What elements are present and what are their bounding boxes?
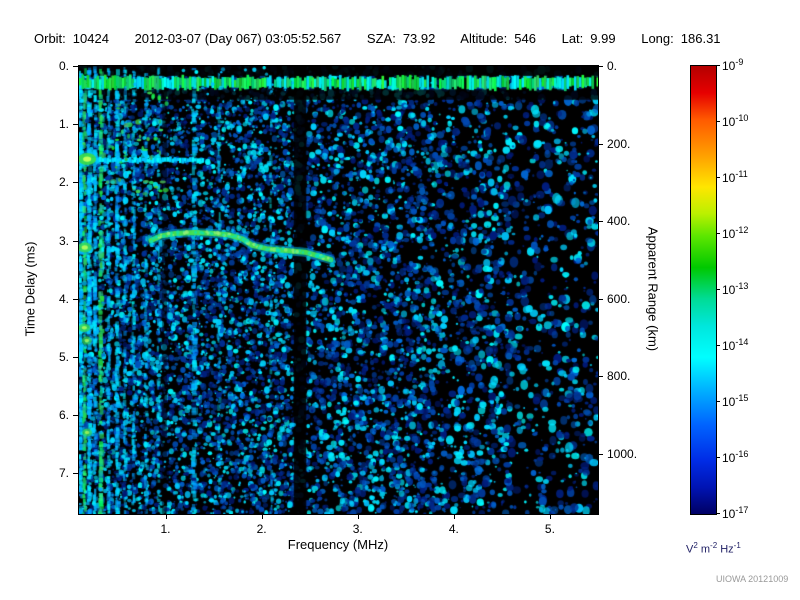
y-tick-mark bbox=[73, 66, 78, 67]
x-tick-mark bbox=[261, 514, 263, 519]
x-tick-mark bbox=[165, 514, 167, 519]
y-tick-mark bbox=[73, 298, 78, 300]
altitude-value: 546 bbox=[514, 31, 536, 46]
y-tick-label: 6. bbox=[58, 408, 69, 423]
colorbar-tick-label: 10-12 bbox=[722, 225, 749, 241]
y-tick-mark bbox=[73, 415, 78, 417]
colorbar-labels: 10-9 10-10 10-11 10-12 10-13 10-14 10-15 10-16 1… bbox=[716, 57, 782, 521]
y-tick-mark bbox=[73, 124, 78, 126]
sza-value: 73.92 bbox=[402, 31, 436, 46]
range-tick-mark bbox=[598, 143, 603, 145]
long-label: Long: bbox=[641, 31, 674, 46]
spectrogram-plot: 1. 2. 3. 4. 5. 0. 1. 2. 3. 4. 5. 6. 7. 0. 200. 400. 600.… bbox=[59, 59, 637, 536]
colorbar-tick-label: 10-11 bbox=[722, 169, 748, 185]
range-tick-mark bbox=[598, 376, 603, 378]
x-tick-mark bbox=[549, 514, 551, 519]
range-tick-mark bbox=[598, 298, 603, 300]
colorbar-tick-mark bbox=[716, 65, 720, 66]
x-tick-mark bbox=[453, 514, 455, 519]
colorbar-tick-label: 10-9 bbox=[722, 57, 744, 73]
long-value: 186.31 bbox=[680, 31, 721, 46]
sza-label: SZA: bbox=[366, 31, 396, 46]
range-tick-label: 0. bbox=[607, 59, 618, 73]
lat-label: Lat: bbox=[561, 31, 584, 46]
lat-value: 9.99 bbox=[590, 31, 616, 46]
y-tick-label: 2. bbox=[58, 175, 69, 190]
colorbar-tick-mark bbox=[716, 513, 720, 514]
colorbar bbox=[690, 65, 717, 515]
orbit-field: Orbit: 10424 bbox=[34, 31, 109, 46]
y-tick-label: 5. bbox=[58, 349, 69, 364]
y-tick-label: 7. bbox=[58, 466, 69, 481]
colorbar-tick-mark bbox=[716, 289, 720, 290]
y-tick-mark bbox=[73, 356, 78, 358]
y-tick-label: 0. bbox=[58, 59, 69, 73]
altitude-label: Altitude: bbox=[460, 31, 508, 46]
colorbar-tick-label: 10-15 bbox=[722, 393, 749, 409]
x-tick-label: 1. bbox=[160, 522, 171, 536]
colorbar-tick-label: 10-14 bbox=[722, 337, 749, 353]
range-tick-label: 200. bbox=[607, 136, 631, 151]
y-tick-label: 4. bbox=[58, 291, 69, 306]
colorbar-tick-mark bbox=[716, 345, 720, 346]
range-tick-mark bbox=[598, 453, 603, 455]
x-axis-label: Frequency (MHz) bbox=[287, 537, 389, 552]
colorbar-tick-mark bbox=[716, 457, 720, 458]
range-tick-label: 800. bbox=[607, 369, 631, 384]
orbit-label: Orbit: bbox=[34, 31, 66, 46]
credit-text: UIOWA 20121009 bbox=[716, 574, 789, 584]
range-tick-label: 400. bbox=[607, 214, 631, 229]
y-tick-mark bbox=[73, 240, 78, 242]
y-tick-mark bbox=[73, 182, 78, 184]
range-tick-label: 1000. bbox=[607, 446, 638, 461]
y-tick-label: 1. bbox=[58, 117, 69, 132]
orbit-value: 10424 bbox=[72, 31, 109, 46]
x-tick-mark bbox=[357, 514, 359, 519]
colorbar-units-label: V2 m-2 Hz-1 bbox=[686, 541, 741, 556]
range-tick-label: 600. bbox=[607, 291, 631, 306]
x-tick-label: 3. bbox=[352, 522, 363, 536]
colorbar-tick-mark bbox=[716, 233, 720, 234]
range-tick-mark bbox=[598, 66, 603, 67]
y-axis-label-right: Apparent Range (km) bbox=[645, 226, 661, 352]
sza-field: SZA: 73.92 bbox=[367, 31, 435, 46]
y-tick-label: 3. bbox=[58, 233, 69, 248]
x-tick-label: 5. bbox=[544, 522, 555, 536]
y-axis-label-left: Time Delay (ms) bbox=[22, 241, 38, 337]
datetime-value: 2012-03-07 (Day 067) 03:05:52.567 bbox=[134, 31, 342, 46]
colorbar-tick-mark bbox=[716, 177, 720, 178]
x-tick-label: 2. bbox=[256, 522, 267, 536]
altitude-field: Altitude: 546 bbox=[460, 31, 536, 46]
colorbar-tick-label: 10-16 bbox=[722, 449, 749, 465]
long-field: Long: 186.31 bbox=[641, 31, 720, 46]
colorbar-tick-label: 10-13 bbox=[722, 281, 749, 297]
spectrogram-canvas bbox=[79, 66, 598, 514]
range-tick-mark bbox=[598, 221, 603, 223]
y-tick-mark bbox=[73, 473, 78, 475]
colorbar-tick-label: 10-17 bbox=[722, 505, 749, 521]
header-bar: Orbit: 10424 2012-03-07 (Day 067) 03:05:5… bbox=[34, 31, 743, 46]
colorbar-tick-mark bbox=[716, 121, 720, 122]
colorbar-tick-mark bbox=[716, 401, 720, 402]
colorbar-tick-label: 10-10 bbox=[722, 113, 749, 129]
datetime-field: 2012-03-07 (Day 067) 03:05:52.567 bbox=[135, 31, 342, 46]
lat-field: Lat: 9.99 bbox=[562, 31, 616, 46]
x-tick-label: 4. bbox=[448, 522, 459, 536]
